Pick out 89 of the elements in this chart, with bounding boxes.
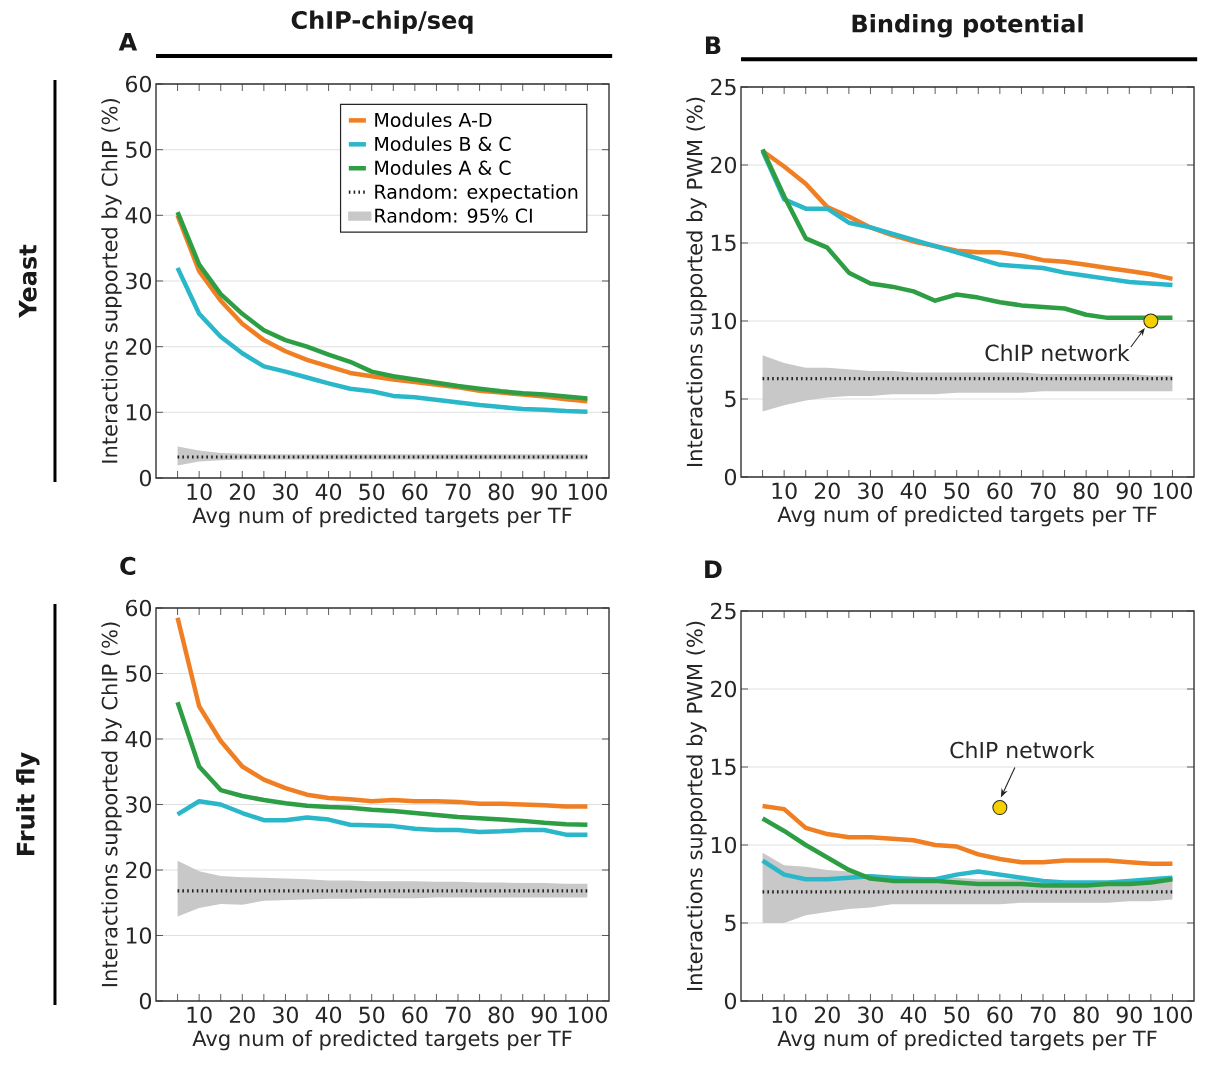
y-tick-label: 40 xyxy=(125,730,151,748)
x-tick-label: 20 xyxy=(814,1006,840,1024)
y-tick-label: 40 xyxy=(125,207,151,224)
x-tick-label: 80 xyxy=(488,483,514,501)
y-tick-label: 60 xyxy=(126,599,151,617)
x-tick-label: 50 xyxy=(944,482,970,500)
x-tick-label: 30 xyxy=(858,1006,883,1024)
y-tick-label: 30 xyxy=(126,272,151,290)
x-tick-label: 10 xyxy=(772,482,797,500)
y-tick-label: 10 xyxy=(126,404,151,421)
x-tick-label: 10 xyxy=(187,483,212,501)
y-tick-label: 50 xyxy=(126,141,151,158)
x-tick-label: 90 xyxy=(1116,482,1142,500)
x-tick-label: 10 xyxy=(187,1006,212,1024)
x-tick-label: 100 xyxy=(1153,1006,1192,1024)
y-tick-label: 10 xyxy=(711,312,737,330)
chart-subtitle: Binding potential xyxy=(852,14,1083,38)
y-axis-title: Interactions supported by PWM (%) xyxy=(686,97,707,466)
y-tick-label: 50 xyxy=(126,665,151,682)
y-tick-label: 15 xyxy=(711,234,736,252)
x-tick-label: 50 xyxy=(359,483,385,501)
y-axis-title: Interactions supported by PWM (%) xyxy=(686,621,707,990)
y-tick-label: 0 xyxy=(724,992,737,1010)
x-axis-title: Avg num of predicted targets per TF xyxy=(777,506,1157,527)
annotation: Random: 95% CI xyxy=(375,208,532,223)
x-tick-label: 60 xyxy=(987,482,1013,500)
x-tick-label: 80 xyxy=(1073,1006,1099,1024)
x-tick-label: 90 xyxy=(531,483,557,501)
x-tick-label: 70 xyxy=(445,483,471,501)
y-tick-label: 20 xyxy=(126,861,151,879)
y-tick-label: 5 xyxy=(725,390,736,408)
annotation: ChIP network xyxy=(985,344,1130,362)
x-tick-label: 60 xyxy=(402,483,428,501)
text: Fruit fly xyxy=(16,752,40,855)
annotation: ChIP network xyxy=(950,741,1095,759)
x-tick-label: 70 xyxy=(1030,1006,1056,1024)
y-tick-label: 10 xyxy=(126,927,151,944)
y-tick-label: 15 xyxy=(711,758,736,776)
x-tick-label: 20 xyxy=(229,1006,255,1024)
x-tick-label: 30 xyxy=(273,1006,298,1024)
x-tick-label: 50 xyxy=(944,1006,970,1024)
chart-title: C xyxy=(120,556,136,576)
x-tick-label: 40 xyxy=(315,483,342,501)
y-tick-label: 25 xyxy=(711,602,736,620)
x-tick-label: 90 xyxy=(1116,1006,1142,1024)
x-tick-label: 100 xyxy=(1153,482,1192,500)
x-tick-label: 10 xyxy=(772,1006,797,1024)
x-tick-label: 20 xyxy=(229,483,255,501)
x-tick-label: 80 xyxy=(1073,482,1099,500)
legend-label: Random: expectation xyxy=(375,184,578,203)
x-tick-label: 40 xyxy=(900,482,927,500)
x-tick-label: 80 xyxy=(488,1006,514,1024)
y-axis-title: Interactions supported by ChIP (%) xyxy=(101,99,122,463)
y-tick-label: 20 xyxy=(711,680,737,698)
y-tick-label: 5 xyxy=(725,914,736,932)
x-tick-label: 50 xyxy=(359,1006,385,1024)
x-tick-label: 70 xyxy=(445,1006,471,1024)
x-axis-title: Avg num of predicted targets per TF xyxy=(192,507,572,528)
x-tick-label: 60 xyxy=(987,1006,1013,1024)
legend-label: Modules B & C xyxy=(375,136,511,152)
y-tick-label: 0 xyxy=(724,468,737,486)
y-tick-label: 25 xyxy=(711,78,736,96)
chart-title: A xyxy=(118,33,138,51)
y-tick-label: 30 xyxy=(126,796,151,813)
y-tick-label: 20 xyxy=(711,156,737,174)
x-axis-title: Avg num of predicted targets per TF xyxy=(192,1030,572,1051)
chart-subtitle: ChIP-chip/seq xyxy=(291,10,473,34)
x-tick-label: 40 xyxy=(900,1006,927,1024)
x-tick-label: 70 xyxy=(1030,482,1056,500)
legend-label: Modules A-D xyxy=(375,112,492,128)
y-tick-label: 0 xyxy=(139,469,151,487)
x-tick-label: 100 xyxy=(568,1006,607,1024)
y-tick-label: 10 xyxy=(711,836,737,854)
chart-title: D xyxy=(705,560,722,579)
legend-label: Modules A & C xyxy=(375,160,511,175)
text: Yeast xyxy=(18,244,37,318)
x-tick-label: 30 xyxy=(858,482,883,500)
x-tick-label: 60 xyxy=(402,1006,428,1024)
x-tick-label: 90 xyxy=(531,1006,557,1024)
x-tick-label: 30 xyxy=(273,483,298,501)
y-tick-label: 20 xyxy=(126,338,151,355)
y-axis-title: Interactions supported by ChIP (%) xyxy=(101,622,122,987)
y-tick-label: 60 xyxy=(126,75,151,93)
x-tick-label: 100 xyxy=(568,483,607,501)
x-axis-title: Avg num of predicted targets per TF xyxy=(777,1030,1157,1051)
chart-title: B xyxy=(705,36,721,55)
x-tick-label: 40 xyxy=(315,1006,342,1024)
x-tick-label: 20 xyxy=(814,482,840,500)
y-tick-label: 0 xyxy=(139,992,151,1010)
